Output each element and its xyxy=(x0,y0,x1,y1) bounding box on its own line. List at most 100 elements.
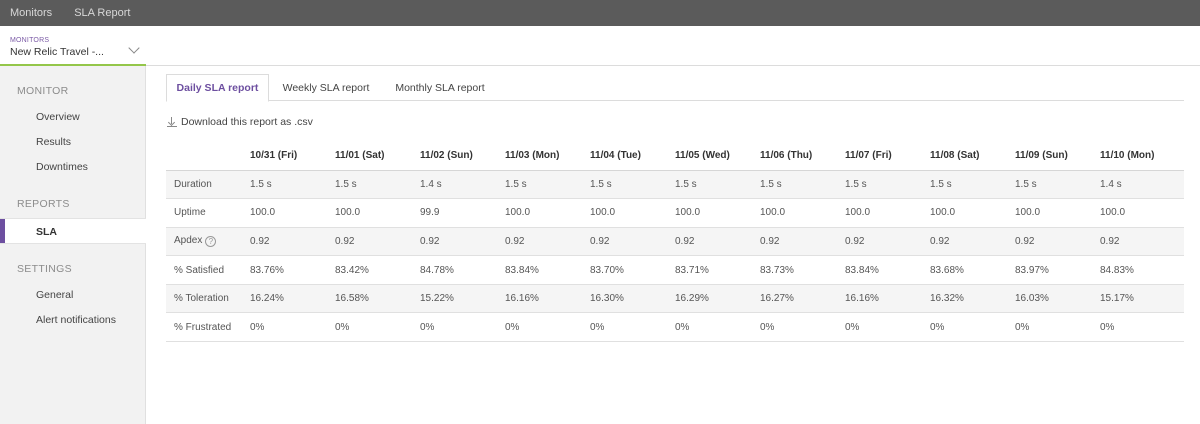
table-cell: 83.97% xyxy=(1015,255,1100,285)
table-cell: 0.92 xyxy=(675,227,760,257)
table-cell: 1.5 s xyxy=(505,170,590,200)
table-cell: 0% xyxy=(845,312,930,343)
table-row: % Satisfied 83.76% 83.42% 84.78% 83.84% 83.70… xyxy=(166,255,1184,285)
column-header: 11/10 (Mon) xyxy=(1100,142,1184,171)
table-cell: 100.0 xyxy=(675,198,760,228)
table-cell: 0.92 xyxy=(930,227,1015,257)
table-cell: 1.5 s xyxy=(1015,170,1100,200)
table-cell: 100.0 xyxy=(930,198,1015,228)
column-header-empty xyxy=(166,142,250,171)
column-header: 11/05 (Wed) xyxy=(675,142,760,171)
table-cell: 100.0 xyxy=(1100,198,1184,228)
nav-link-sla-report[interactable]: SLA Report xyxy=(74,7,131,19)
row-label-text: Apdex xyxy=(174,235,203,247)
sidebar-item-sla[interactable]: SLA xyxy=(0,218,146,244)
row-label: Apdex? xyxy=(166,227,250,257)
table-cell: 16.24% xyxy=(250,284,335,314)
nav-link-monitors[interactable]: Monitors xyxy=(10,7,53,19)
table-cell: 100.0 xyxy=(1015,198,1100,228)
table-cell: 1.5 s xyxy=(590,170,675,200)
header-area xyxy=(146,26,1200,66)
row-label: % Satisfied xyxy=(166,255,250,285)
column-header: 10/31 (Fri) xyxy=(250,142,335,171)
sidebar-heading-monitor: MONITOR xyxy=(17,85,69,97)
row-label-text: % Satisfied xyxy=(174,264,225,276)
sla-table: 10/31 (Fri) 11/01 (Sat) 11/02 (Sun) 11/0… xyxy=(166,142,1184,343)
tab-monthly-sla-report[interactable]: Monthly SLA report xyxy=(395,81,485,94)
table-cell: 0.92 xyxy=(590,227,675,257)
table-cell: 0.92 xyxy=(335,227,420,257)
table-cell: 0% xyxy=(420,312,505,343)
monitor-selector[interactable]: MONITORS New Relic Travel -... xyxy=(0,26,146,66)
download-csv-label: Download this report as .csv xyxy=(181,116,313,128)
table-cell: 100.0 xyxy=(335,198,420,228)
row-label: Uptime xyxy=(166,198,250,228)
table-cell: 1.5 s xyxy=(675,170,760,200)
table-cell: 15.22% xyxy=(420,284,505,314)
sidebar-item-results[interactable]: Results xyxy=(36,136,72,148)
table-cell: 0% xyxy=(760,312,845,343)
active-indicator xyxy=(0,219,5,243)
tab-weekly-sla-report[interactable]: Weekly SLA report xyxy=(282,81,370,94)
table-cell: 16.58% xyxy=(335,284,420,314)
table-cell: 83.84% xyxy=(845,255,930,285)
table-cell: 1.5 s xyxy=(250,170,335,200)
table-cell: 16.16% xyxy=(845,284,930,314)
table-cell: 100.0 xyxy=(505,198,590,228)
table-cell: 83.42% xyxy=(335,255,420,285)
column-header: 11/04 (Tue) xyxy=(590,142,675,171)
table-header-row: 10/31 (Fri) 11/01 (Sat) 11/02 (Sun) 11/0… xyxy=(166,142,1184,171)
download-csv-link[interactable]: Download this report as .csv xyxy=(166,115,313,129)
table-cell: 100.0 xyxy=(845,198,930,228)
row-label-text: Duration xyxy=(174,178,212,190)
table-row: % Frustrated 0% 0% 0% 0% 0% 0% 0% 0% 0% 0% 0% xyxy=(166,312,1184,343)
column-header: 11/08 (Sat) xyxy=(930,142,1015,171)
row-label-text: % Toleration xyxy=(174,293,229,305)
table-cell: 0% xyxy=(590,312,675,343)
sidebar-item-downtimes[interactable]: Downtimes xyxy=(36,161,88,173)
table-cell: 100.0 xyxy=(590,198,675,228)
table-cell: 83.73% xyxy=(760,255,845,285)
table-cell: 0% xyxy=(1100,312,1184,343)
table-row: % Toleration 16.24% 16.58% 15.22% 16.16% 16.3… xyxy=(166,284,1184,314)
column-header: 11/07 (Fri) xyxy=(845,142,930,171)
table-row: Uptime 100.0 100.0 99.9 100.0 100.0 100.0 100.0… xyxy=(166,198,1184,228)
row-label: Duration xyxy=(166,170,250,200)
table-cell: 16.30% xyxy=(590,284,675,314)
sidebar-item-alert-notifications[interactable]: Alert notifications xyxy=(36,314,116,326)
sidebar-item-sla-label: SLA xyxy=(36,226,57,238)
table-row: Duration 1.5 s 1.5 s 1.4 s 1.5 s 1.5 s 1.5 s 1.… xyxy=(166,170,1184,200)
row-label-text: % Frustrated xyxy=(174,321,232,333)
table-cell: 1.5 s xyxy=(760,170,845,200)
table-cell: 1.4 s xyxy=(1100,170,1184,200)
column-header: 11/03 (Mon) xyxy=(505,142,590,171)
column-header: 11/01 (Sat) xyxy=(335,142,420,171)
table-row: Apdex? 0.92 0.92 0.92 0.92 0.92 0.92 0.92 0.92 0.… xyxy=(166,227,1184,257)
row-label-text: Uptime xyxy=(174,207,206,219)
table-cell: 0% xyxy=(335,312,420,343)
tab-daily-sla-report[interactable]: Daily SLA report xyxy=(166,74,269,102)
column-header: 11/02 (Sun) xyxy=(420,142,505,171)
table-cell: 1.5 s xyxy=(335,170,420,200)
table-cell: 84.78% xyxy=(420,255,505,285)
table-cell: 99.9 xyxy=(420,198,505,228)
table-cell: 16.27% xyxy=(760,284,845,314)
table-cell: 0.92 xyxy=(1100,227,1184,257)
table-cell: 0% xyxy=(250,312,335,343)
table-cell: 0.92 xyxy=(845,227,930,257)
table-cell: 0% xyxy=(930,312,1015,343)
sidebar: MONITOR Overview Results Downtimes REPOR… xyxy=(0,66,146,424)
column-header: 11/09 (Sun) xyxy=(1015,142,1100,171)
sidebar-item-overview[interactable]: Overview xyxy=(36,111,80,123)
sidebar-item-general[interactable]: General xyxy=(36,289,74,301)
table-cell: 0.92 xyxy=(760,227,845,257)
help-icon[interactable]: ? xyxy=(205,236,217,248)
table-cell: 1.5 s xyxy=(845,170,930,200)
monitor-selector-label: MONITORS xyxy=(10,37,50,44)
table-cell: 1.5 s xyxy=(930,170,1015,200)
table-cell: 100.0 xyxy=(250,198,335,228)
table-cell: 16.29% xyxy=(675,284,760,314)
sidebar-heading-settings: SETTINGS xyxy=(17,263,72,275)
column-header: 11/06 (Thu) xyxy=(760,142,845,171)
table-cell: 83.71% xyxy=(675,255,760,285)
